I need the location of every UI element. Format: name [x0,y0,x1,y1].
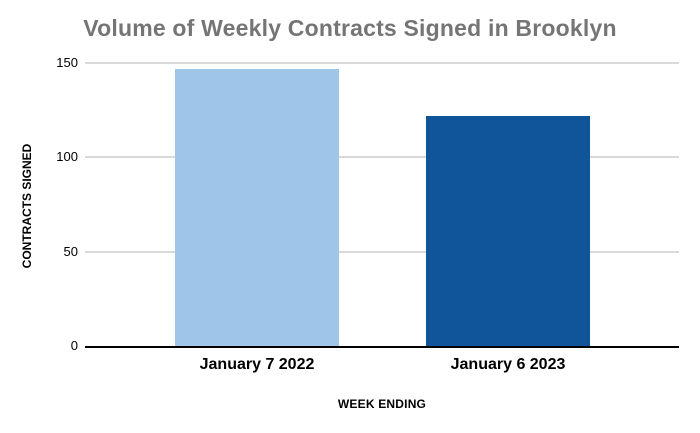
y-tick-label-0: 0 [70,338,78,353]
x-axis-title: WEEK ENDING [337,397,427,411]
bar-january-7-2022 [175,69,339,346]
chart-title: Volume of Weekly Contracts Signed in Bro… [83,15,617,41]
x-tick-label-january-7-2022: January 7 2022 [199,356,315,373]
plot-area [85,62,679,348]
y-tick-label-50: 50 [63,244,78,259]
y-tick-label-100: 100 [56,149,78,164]
y-tick-label-150: 150 [56,55,78,70]
bar-january-6-2023 [426,116,590,346]
gridline-100 [85,156,679,159]
x-tick-label-january-6-2023: January 6 2023 [450,356,566,373]
x-axis-line [85,346,679,348]
gridline-150 [85,62,679,64]
gridline-50 [85,250,679,253]
